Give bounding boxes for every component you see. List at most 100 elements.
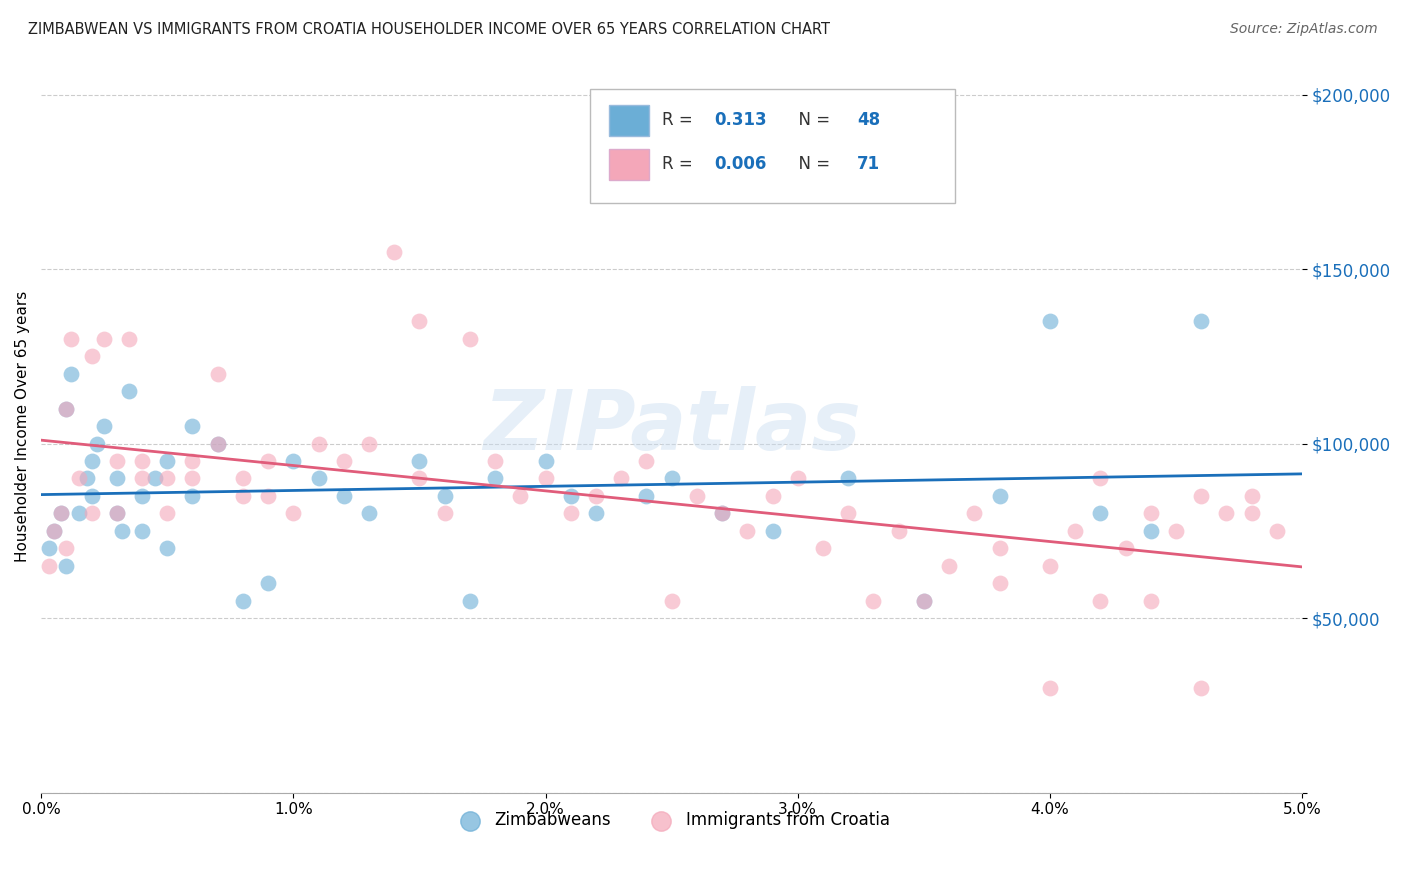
Point <box>636 489 658 503</box>
Point <box>332 454 354 468</box>
Point <box>988 541 1011 556</box>
Point <box>912 593 935 607</box>
Point <box>111 524 134 538</box>
Point <box>1090 471 1112 485</box>
Point <box>382 244 405 259</box>
Point <box>76 471 98 485</box>
Point <box>42 524 65 538</box>
Point <box>408 314 430 328</box>
Point <box>118 384 141 399</box>
Legend: Zimbabweans, Immigrants from Croatia: Zimbabweans, Immigrants from Croatia <box>446 805 897 836</box>
Text: 0.006: 0.006 <box>714 155 766 173</box>
Point <box>1189 314 1212 328</box>
Point <box>156 454 179 468</box>
Point <box>207 436 229 450</box>
Text: 0.313: 0.313 <box>714 112 768 129</box>
Text: N =: N = <box>787 155 835 173</box>
Point <box>458 593 481 607</box>
Y-axis label: Householder Income Over 65 years: Householder Income Over 65 years <box>15 291 30 562</box>
Point <box>887 524 910 538</box>
Text: Source: ZipAtlas.com: Source: ZipAtlas.com <box>1230 22 1378 37</box>
Point <box>80 454 103 468</box>
Point <box>232 471 254 485</box>
Text: R =: R = <box>662 112 697 129</box>
Point <box>1215 507 1237 521</box>
Point <box>67 507 90 521</box>
Point <box>837 471 859 485</box>
Point <box>711 507 734 521</box>
Point <box>1039 314 1062 328</box>
Point <box>143 471 166 485</box>
Point <box>1240 489 1263 503</box>
Point <box>86 436 108 450</box>
Point <box>181 419 204 434</box>
Point <box>283 454 305 468</box>
Point <box>484 454 506 468</box>
Point <box>60 332 83 346</box>
Point <box>93 332 115 346</box>
Point <box>118 332 141 346</box>
Point <box>55 401 77 416</box>
Point <box>1265 524 1288 538</box>
Point <box>105 507 128 521</box>
Point <box>988 489 1011 503</box>
Point <box>93 419 115 434</box>
Point <box>988 576 1011 591</box>
Point <box>560 507 582 521</box>
Point <box>80 507 103 521</box>
Point <box>131 489 153 503</box>
Point <box>105 507 128 521</box>
Point <box>912 593 935 607</box>
Point <box>1164 524 1187 538</box>
Point <box>55 401 77 416</box>
Point <box>509 489 531 503</box>
Point <box>105 454 128 468</box>
Point <box>156 471 179 485</box>
Point <box>156 541 179 556</box>
Point <box>332 489 354 503</box>
Point <box>585 507 607 521</box>
Point <box>1140 593 1163 607</box>
Point <box>131 454 153 468</box>
Point <box>711 507 734 521</box>
Point <box>1189 489 1212 503</box>
Point <box>811 541 834 556</box>
Point <box>67 471 90 485</box>
Point <box>60 367 83 381</box>
Point <box>51 507 73 521</box>
Text: ZIPatlas: ZIPatlas <box>482 385 860 467</box>
Point <box>55 541 77 556</box>
FancyBboxPatch shape <box>609 149 650 180</box>
Point <box>207 436 229 450</box>
Point <box>408 454 430 468</box>
Point <box>308 471 330 485</box>
Point <box>963 507 986 521</box>
Point <box>232 593 254 607</box>
Point <box>862 593 884 607</box>
Point <box>1140 507 1163 521</box>
Point <box>837 507 859 521</box>
Point <box>585 489 607 503</box>
Point <box>737 524 759 538</box>
Point <box>636 454 658 468</box>
Point <box>80 489 103 503</box>
Point <box>560 489 582 503</box>
Point <box>661 593 683 607</box>
Point <box>42 524 65 538</box>
Point <box>308 436 330 450</box>
Point <box>51 507 73 521</box>
Point <box>156 507 179 521</box>
Point <box>105 471 128 485</box>
Point <box>232 489 254 503</box>
Text: 71: 71 <box>858 155 880 173</box>
Point <box>131 471 153 485</box>
Text: 48: 48 <box>858 112 880 129</box>
FancyBboxPatch shape <box>589 89 955 202</box>
Point <box>938 558 960 573</box>
Point <box>661 471 683 485</box>
Point <box>207 367 229 381</box>
Point <box>181 454 204 468</box>
Point <box>357 507 380 521</box>
Point <box>257 489 280 503</box>
Point <box>80 349 103 363</box>
